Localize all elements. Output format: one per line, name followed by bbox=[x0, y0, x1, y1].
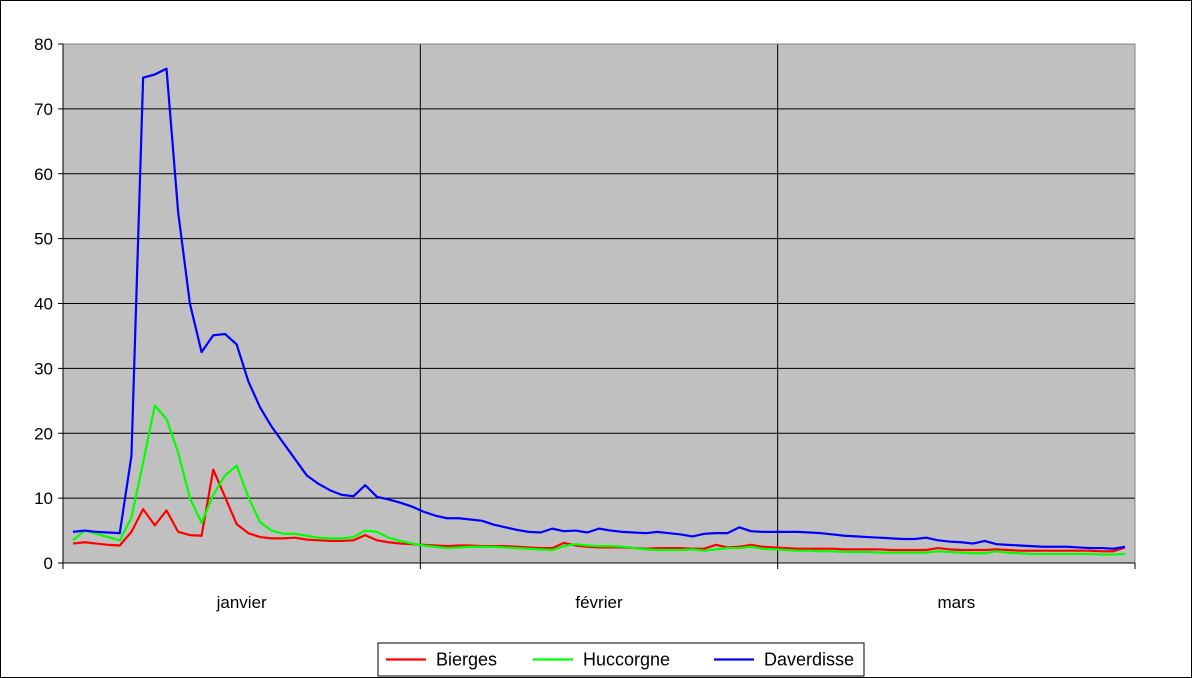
legend: Bierges Huccorgne Daverdisse bbox=[377, 642, 865, 677]
series-line-bierges bbox=[72, 468, 1126, 553]
y-tick-label: 40 bbox=[34, 295, 53, 314]
y-tick-label: 10 bbox=[34, 489, 53, 508]
x-tick-label-3: mars bbox=[937, 593, 975, 612]
y-tick-label: 70 bbox=[34, 100, 53, 119]
y-tick-label: 80 bbox=[34, 35, 53, 54]
gridlines bbox=[63, 108, 1135, 499]
legend-box bbox=[377, 642, 865, 677]
series-line-huccorgne bbox=[72, 404, 1126, 556]
legend-label-huccorgne: Huccorgne bbox=[583, 650, 670, 670]
legend-label-daverdisse: Daverdisse bbox=[764, 650, 854, 670]
x-tick-label-2: février bbox=[575, 593, 623, 612]
y-tick-label: 20 bbox=[34, 424, 53, 443]
legend-label-bierges: Bierges bbox=[436, 650, 497, 670]
y-axis-ticks: 0 10 20 30 40 50 60 70 80 bbox=[34, 35, 63, 573]
y-tick-label: 0 bbox=[44, 554, 53, 573]
y-tick-label: 50 bbox=[34, 230, 53, 249]
y-tick-label: 60 bbox=[34, 165, 53, 184]
series-lines bbox=[72, 67, 1126, 556]
month-separators bbox=[419, 44, 779, 563]
x-tick-label-1: janvier bbox=[216, 593, 267, 612]
series-line-daverdisse bbox=[72, 67, 1126, 550]
x-axis-ticks: janvier février mars bbox=[62, 563, 1136, 612]
y-tick-label: 30 bbox=[34, 359, 53, 378]
